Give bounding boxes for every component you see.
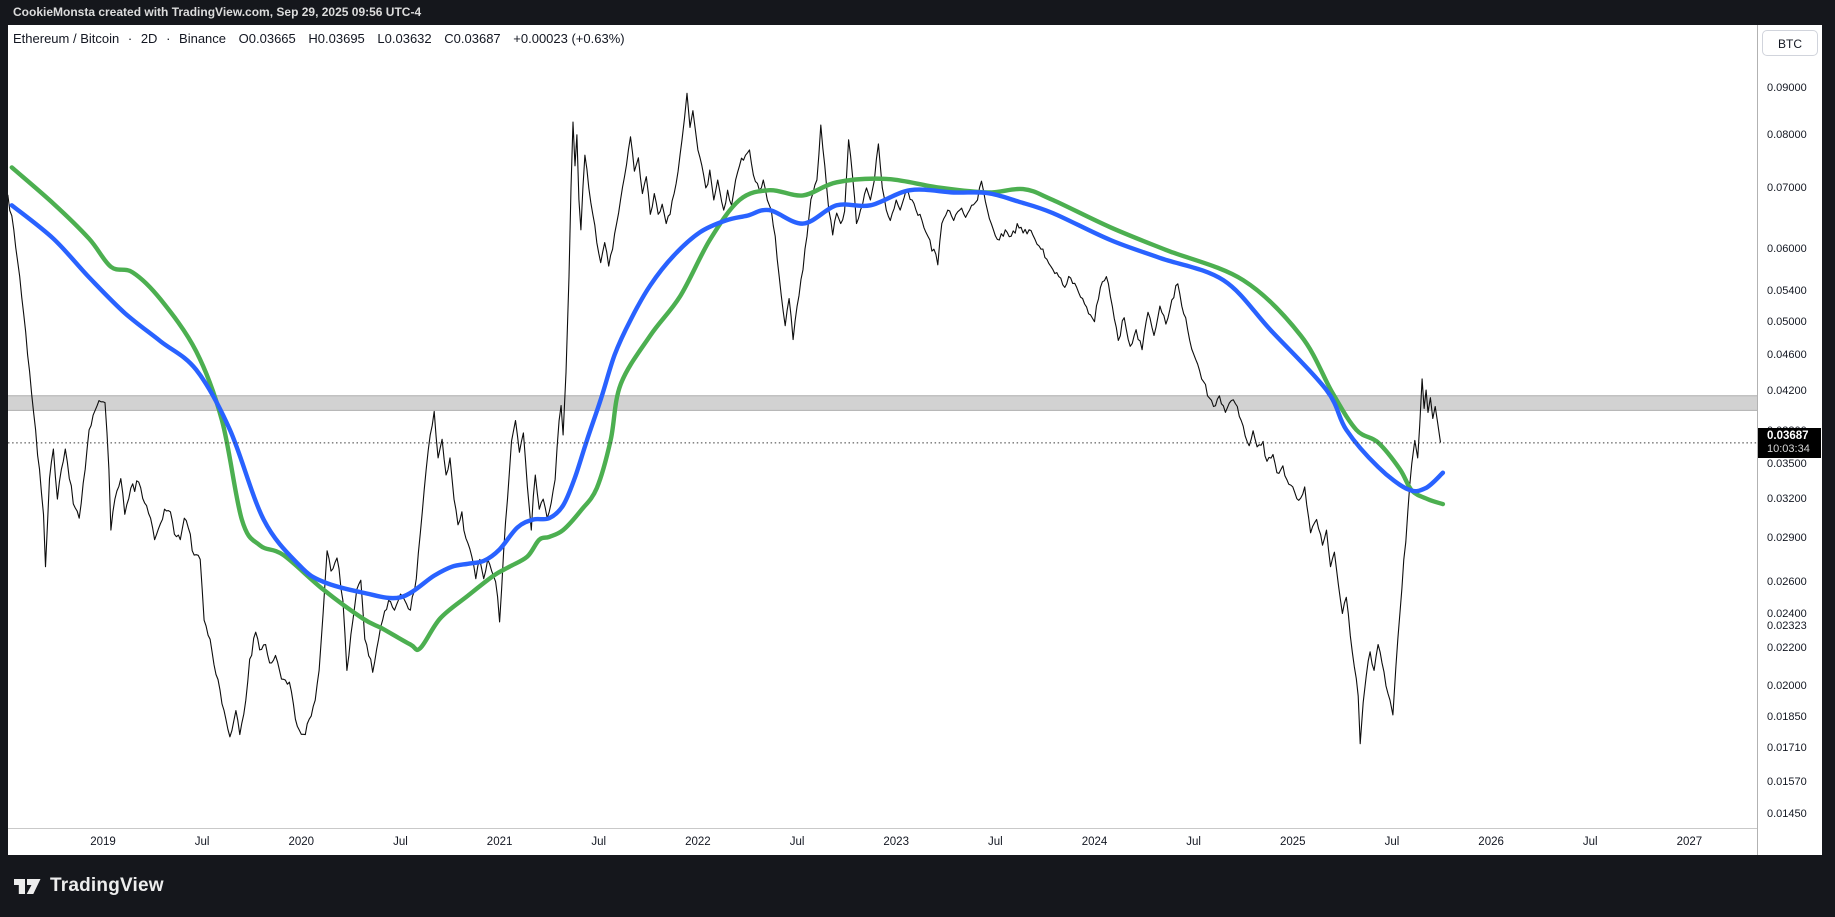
time-axis-label-jul: Jul [987,836,1003,848]
exchange-name: Binance [179,31,227,46]
unit-toggle-button[interactable]: BTC [1762,30,1818,56]
time-axis-label-2022: 2022 [685,836,711,848]
time-axis-label-2027: 2027 [1676,836,1703,848]
price-axis-label: 0.01710 [1767,742,1807,755]
time-axis-label-jul: Jul [1186,836,1201,848]
last-price-value: 0.03687 [1767,429,1809,442]
separator-dot: · [127,31,133,46]
price-axis-label: 0.03200 [1767,493,1807,506]
last-price-label: 0.03687 10:03:34 [1758,427,1821,458]
time-axis-label-2019: 2019 [90,836,116,848]
interval-value[interactable]: 2D [140,31,158,46]
chart-plot-area[interactable] [8,25,1757,828]
price-axis-label: 0.02000 [1767,680,1807,693]
bar-countdown: 10:03:34 [1767,442,1810,455]
price-axis-label: 0.03500 [1767,457,1807,470]
separator-dot: · [166,31,171,46]
price-axis-label: 0.06000 [1767,243,1807,256]
price-axis-label: 0.01850 [1767,711,1807,724]
price-axis-label: 0.02323 [1767,620,1807,633]
time-axis-label-jul: Jul [393,836,408,848]
symbol-header: Ethereum / Bitcoin · 2D · Binance O0.036… [13,30,625,48]
price-axis-label: 0.01570 [1767,776,1807,789]
price-axis-label: 0.08000 [1767,128,1807,141]
time-axis-label-jul: Jul [591,836,607,848]
ma-slow-path [9,165,1446,653]
price-axis-label: 0.01450 [1767,807,1807,820]
price-axis-label: 0.05000 [1767,315,1807,328]
price-axis-label: 0.07000 [1767,181,1807,194]
time-axis-label-2023: 2023 [883,836,909,848]
time-axis[interactable]: 2019 Jul 2020 Jul 2021 Jul 2022 Jul 2023 Jul 2024 J… [8,828,1822,855]
time-axis-label-jul: Jul [194,836,210,848]
price-axis-label: 0.04200 [1767,385,1807,398]
time-axis-label-2024: 2024 [1081,836,1108,848]
ohlc-high: H0.03695 [308,31,365,46]
supply-zone-band [8,395,1757,411]
tradingview-logo[interactable]: TradingView [13,871,164,901]
time-axis-label-2025: 2025 [1280,836,1306,848]
tradingview-logo-icon [14,878,41,894]
price-axis[interactable]: BTC 0.03687 10:03:34 0.09000 0.08000 0.070… [1757,25,1822,855]
price-axis-label: 0.05400 [1767,285,1807,298]
change-value: +0.00023 (+0.63%) [513,31,625,46]
footer-bar: TradingView [0,855,1835,917]
time-axis-label-2021: 2021 [486,836,513,848]
symbol-name[interactable]: Ethereum / Bitcoin [13,31,120,46]
ma-fast-path [9,187,1446,601]
time-axis-label-jul: Jul [789,836,805,848]
time-axis-label-2026: 2026 [1478,836,1504,848]
price-series-path [8,92,1442,745]
time-axis-label-2020: 2020 [288,836,315,848]
time-axis-label-jul: Jul [1582,836,1598,848]
ohlc-low: L0.03632 [377,31,432,46]
time-axis-label-jul: Jul [1384,836,1400,848]
ohlc-close: C0.03687 [444,31,501,46]
price-axis-label: 0.02400 [1767,607,1807,620]
price-axis-label: 0.04600 [1767,348,1807,361]
ohlc-open: O0.03665 [238,31,296,46]
price-axis-label: 0.02900 [1767,532,1807,545]
snapshot-attribution-text: CookieMonsta created with TradingView.co… [13,5,422,19]
snapshot-title-bar: CookieMonsta created with TradingView.co… [0,0,1835,25]
price-axis-label: 0.09000 [1767,82,1807,94]
tradingview-logo-text: TradingView [50,875,164,896]
chart-panel: Ethereum / Bitcoin · 2D · Binance O0.036… [8,25,1822,855]
price-axis-label: 0.02200 [1767,642,1807,655]
price-axis-label: 0.02600 [1767,575,1807,588]
